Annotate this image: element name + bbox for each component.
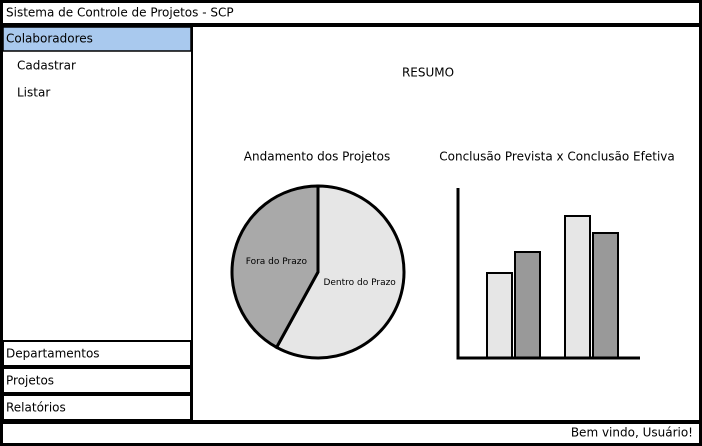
menu-item-label[interactable]: Projetos xyxy=(6,374,54,388)
chart-title: Conclusão Prevista x Conclusão Efetiva xyxy=(439,150,675,164)
bar xyxy=(486,272,513,359)
axis xyxy=(456,188,640,360)
slice-label: Fora do Prazo xyxy=(246,257,308,267)
content-title: RESUMO xyxy=(402,66,454,80)
menu-item-label[interactable]: Colaboradores xyxy=(6,32,93,46)
title-bar xyxy=(1,1,701,25)
menu-item-label[interactable]: Relatórios xyxy=(6,401,66,415)
bar xyxy=(592,232,619,359)
status-bar xyxy=(1,422,701,445)
app-title: Sistema de Controle de Projetos - SCP xyxy=(6,6,234,20)
pie-slice xyxy=(230,184,320,350)
menu-item[interactable] xyxy=(2,394,192,421)
chart-title: Andamento dos Projetos xyxy=(244,150,390,164)
welcome-text: Bem vindo, Usuário! xyxy=(571,426,693,440)
slice-label: Dentro do Prazo xyxy=(323,278,396,288)
menu-item-label[interactable]: Departamentos xyxy=(6,347,100,361)
submenu-item[interactable]: Cadastrar xyxy=(17,59,76,73)
menu-item[interactable] xyxy=(2,26,192,52)
bar xyxy=(564,215,591,359)
menu-item[interactable] xyxy=(2,340,192,367)
pie-slice xyxy=(274,184,406,360)
bar xyxy=(514,251,541,359)
menu-item[interactable] xyxy=(2,367,192,394)
submenu-item[interactable]: Listar xyxy=(17,86,50,100)
